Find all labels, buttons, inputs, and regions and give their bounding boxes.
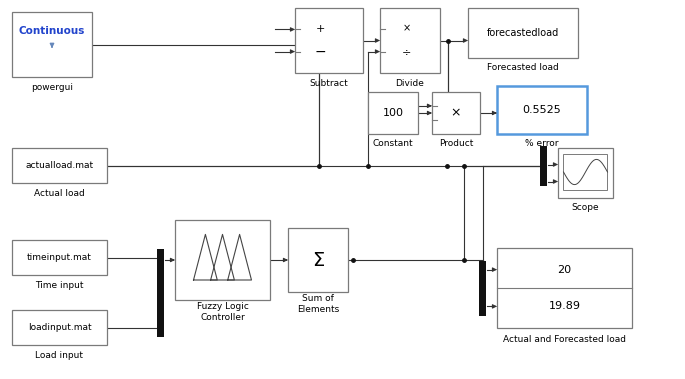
Text: timeinput.mat: timeinput.mat [27,253,92,262]
Text: 20: 20 [558,265,571,275]
Text: Actual and Forecasted load: Actual and Forecasted load [503,335,626,345]
FancyBboxPatch shape [564,154,608,190]
FancyBboxPatch shape [479,260,486,315]
FancyBboxPatch shape [295,8,363,73]
FancyBboxPatch shape [558,148,613,198]
Text: Continuous: Continuous [18,27,85,36]
Text: Constant: Constant [373,139,413,149]
Text: Load input: Load input [36,351,84,360]
Text: % error: % error [525,139,559,149]
Text: forecastedload: forecastedload [487,28,559,38]
Text: Actual load: Actual load [34,188,85,197]
Text: Time input: Time input [35,280,84,290]
FancyBboxPatch shape [540,146,547,185]
Text: ×: × [403,24,411,34]
FancyBboxPatch shape [158,249,164,337]
FancyBboxPatch shape [380,8,440,73]
Text: 19.89: 19.89 [549,301,580,312]
Text: Sum of
Elements: Sum of Elements [297,294,339,314]
Text: Product: Product [439,139,473,149]
FancyBboxPatch shape [497,248,632,328]
FancyBboxPatch shape [12,12,92,77]
FancyBboxPatch shape [432,92,480,134]
FancyBboxPatch shape [368,92,418,134]
Text: ×: × [451,106,461,119]
FancyBboxPatch shape [12,148,107,183]
FancyBboxPatch shape [12,240,107,275]
FancyBboxPatch shape [175,220,270,300]
Text: actualload.mat: actualload.mat [25,161,94,170]
Text: ÷: ÷ [402,47,412,57]
Text: Fuzzy Logic
Controller: Fuzzy Logic Controller [197,302,249,322]
Text: 100: 100 [382,108,403,118]
FancyBboxPatch shape [288,228,348,292]
Text: Divide: Divide [395,78,425,88]
FancyBboxPatch shape [497,86,587,134]
Text: Σ: Σ [312,251,324,269]
FancyBboxPatch shape [468,8,578,58]
Text: 0.5525: 0.5525 [523,105,562,115]
Text: Forecasted load: Forecasted load [487,64,559,72]
Text: +: + [316,24,325,34]
Text: loadinput.mat: loadinput.mat [27,323,91,332]
Text: Subtract: Subtract [310,78,349,88]
Text: Scope: Scope [572,204,599,213]
Text: −: − [315,45,327,59]
Text: powergui: powergui [31,83,73,91]
FancyBboxPatch shape [12,310,107,345]
